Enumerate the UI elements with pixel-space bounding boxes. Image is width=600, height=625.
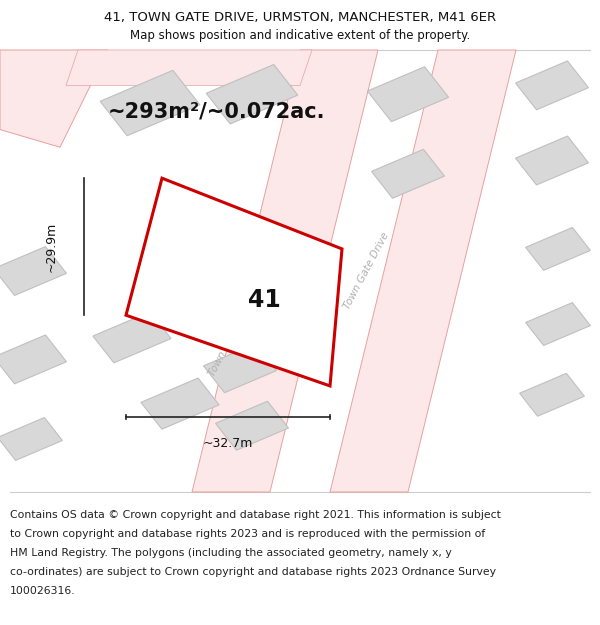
Polygon shape	[367, 67, 449, 122]
Polygon shape	[515, 136, 589, 185]
Text: 100026316.: 100026316.	[10, 586, 76, 596]
Text: Town Gate Drive: Town Gate Drive	[206, 297, 256, 378]
Polygon shape	[0, 50, 108, 148]
Text: ~29.9m: ~29.9m	[44, 222, 58, 272]
Polygon shape	[126, 178, 342, 386]
Text: HM Land Registry. The polygons (including the associated geometry, namely x, y: HM Land Registry. The polygons (includin…	[10, 548, 452, 558]
Text: ~32.7m: ~32.7m	[203, 437, 253, 450]
Text: 41, TOWN GATE DRIVE, URMSTON, MANCHESTER, M41 6ER: 41, TOWN GATE DRIVE, URMSTON, MANCHESTER…	[104, 11, 496, 24]
Polygon shape	[526, 228, 590, 271]
Polygon shape	[526, 302, 590, 346]
Text: Town Gate Drive: Town Gate Drive	[341, 231, 391, 311]
Polygon shape	[206, 64, 298, 124]
Polygon shape	[93, 312, 171, 363]
Polygon shape	[141, 378, 219, 429]
Polygon shape	[0, 246, 67, 296]
Polygon shape	[192, 50, 378, 492]
Polygon shape	[203, 344, 277, 392]
Polygon shape	[330, 50, 516, 492]
Polygon shape	[203, 269, 277, 318]
Polygon shape	[371, 149, 445, 198]
Polygon shape	[515, 61, 589, 110]
Polygon shape	[0, 335, 67, 384]
Polygon shape	[520, 373, 584, 416]
Text: ~293m²/~0.072ac.: ~293m²/~0.072ac.	[108, 102, 325, 122]
Text: Map shows position and indicative extent of the property.: Map shows position and indicative extent…	[130, 29, 470, 41]
Text: co-ordinates) are subject to Crown copyright and database rights 2023 Ordnance S: co-ordinates) are subject to Crown copyr…	[10, 567, 496, 577]
Polygon shape	[66, 50, 312, 86]
Polygon shape	[0, 418, 62, 461]
Polygon shape	[100, 71, 200, 136]
Text: Contains OS data © Crown copyright and database right 2021. This information is : Contains OS data © Crown copyright and d…	[10, 510, 501, 520]
Text: 41: 41	[248, 288, 280, 312]
Polygon shape	[215, 401, 289, 450]
Text: to Crown copyright and database rights 2023 and is reproduced with the permissio: to Crown copyright and database rights 2…	[10, 529, 485, 539]
